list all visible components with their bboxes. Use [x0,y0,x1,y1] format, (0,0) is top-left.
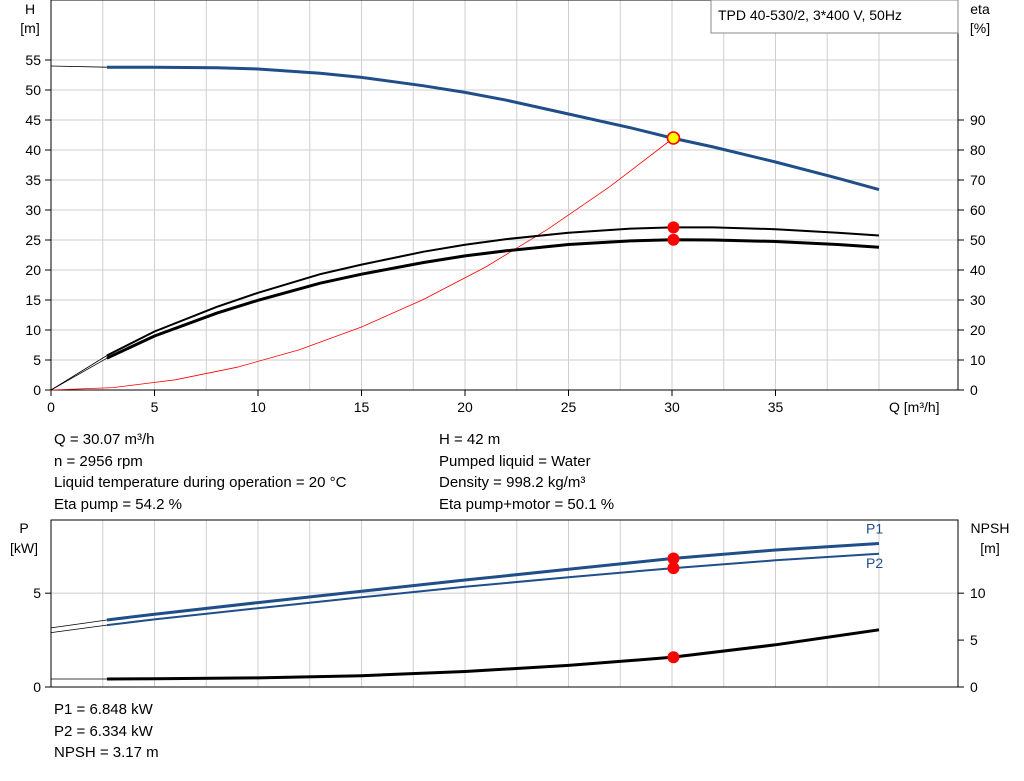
title-box [710,0,959,34]
panel2-plot-frame [50,519,959,688]
panel1-y2-tick-label: 30 [970,292,986,308]
head-readout: H = 42 m [439,431,501,448]
panel1-y-tick-label: 20 [25,262,41,278]
panel1-y2-tick-label: 60 [970,202,986,218]
panel1-y2-tick-label: 10 [970,352,986,368]
panel1-x-tick-label: 30 [664,399,680,415]
p2-curve-leadin [50,624,107,633]
panel1-y-tick-label: 5 [33,352,41,368]
panel1-y2-tick-label: 40 [970,262,986,278]
chart-title: TPD 40-530/2, 3*400 V, 50Hz [718,7,902,23]
panel2-y-tick-label: 5 [33,585,41,601]
operating-point-h [666,131,681,145]
operating-data-right: H = 42 m Pumped liquid = Water Density =… [439,429,614,515]
operating-point-eta-pump-motor [667,233,680,246]
y-axis-label-p: P [19,520,28,536]
npsh-curve [106,628,880,681]
npsh-readout: NPSH = 3.17 m [54,744,159,761]
eta-pump-readout: Eta pump = 54.2 % [54,495,182,513]
p2-readout: P2 = 6.334 kW [54,722,153,740]
panel1-y-tick-label: 10 [25,322,41,338]
eta-pump-motor-leadin [50,357,108,391]
panel2-y2-tick-label: 10 [970,585,986,601]
x-axis-label-q: Q [m³/h] [889,399,940,415]
operating-point-npsh [667,651,680,664]
p1-readout: P1 = 6.848 kW [54,701,153,718]
panel1-y-tick-label: 55 [25,52,41,68]
head-curve-leadin [50,65,107,68]
eta-pump-motor-curve [106,238,880,360]
operating-point-eta-pump [667,221,680,234]
density-readout: Density = 998.2 kg/m³ [439,474,586,491]
head-curve [106,65,880,192]
y2-axis-unit-npsh: [m] [980,540,999,556]
y2-axis-label-eta: eta [970,1,990,17]
panel1-y-tick-label: 50 [25,82,41,98]
system-curve [50,137,674,391]
y-axis-unit-h: [m] [20,20,39,36]
panel1-x-tick-label: 5 [151,399,159,415]
power-npsh-readouts: P1 = 6.848 kW P2 = 6.334 kW NPSH = 3.17 … [54,699,159,764]
p1-curve [106,542,880,622]
flow-readout: Q = 30.07 m³/h [54,431,155,448]
pumped-liquid-readout: Pumped liquid = Water [439,452,591,470]
panel1-y2-tick-label: 0 [970,382,978,398]
panel1-x-tick-label: 0 [47,399,55,415]
p1-curve-leadin [50,619,107,629]
y-axis-unit-p: [kW] [10,540,38,556]
panel1-x-tick-label: 25 [561,399,577,415]
panel2-y2-tick-label: 5 [970,632,978,648]
panel1-y2-tick-label: 20 [970,322,986,338]
panel1-y2-tick-label: 90 [970,112,986,128]
panel1-y-tick-label: 25 [25,232,41,248]
panel1-y2-tick-label: 80 [970,142,986,158]
speed-readout: n = 2956 rpm [54,452,143,470]
y2-axis-label-npsh: NPSH [971,520,1010,536]
panel1-y-tick-label: 40 [25,142,41,158]
y-axis-label-h: H [25,1,35,17]
panel2-y2-tick-label: 0 [970,679,978,695]
operating-point-p1 [667,552,680,565]
panel2-y-tick-label: 0 [33,679,41,695]
panel1-x-tick-label: 10 [250,399,266,415]
panel1-y-tick-label: 30 [25,202,41,218]
panel1-plot-frame [50,0,959,391]
panel1-y-tick-label: 0 [33,382,41,398]
p2-series-label: P2 [866,555,883,571]
panel1-y2-tick-label: 50 [970,232,986,248]
p2-curve [106,552,880,627]
panel1-y-tick-label: 15 [25,292,41,308]
panel1-x-tick-label: 20 [457,399,473,415]
panel1-x-tick-label: 35 [768,399,784,415]
p1-series-label: P1 [866,520,883,536]
y2-axis-unit-eta: [%] [970,20,990,36]
panel1-y2-tick-label: 70 [970,172,986,188]
eta-pump-motor-readout: Eta pump+motor = 50.1 % [439,495,615,513]
operating-point-p2 [667,562,680,575]
panel1-y-tick-label: 35 [25,172,41,188]
panel1-y-tick-label: 45 [25,112,41,128]
operating-data-left: Q = 30.07 m³/h n = 2956 rpm Liquid tempe… [54,429,346,515]
liquid-temperature-readout: Liquid temperature during operation = 20… [54,474,347,491]
panel1-x-tick-label: 15 [354,399,370,415]
eta-pump-curve [106,226,880,357]
